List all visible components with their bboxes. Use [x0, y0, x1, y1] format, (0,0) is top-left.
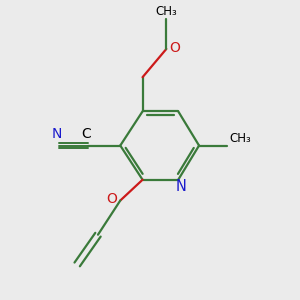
Text: O: O	[169, 41, 180, 56]
Text: N: N	[52, 127, 62, 141]
Text: C: C	[81, 127, 91, 141]
Text: CH₃: CH₃	[155, 5, 177, 18]
Text: CH₃: CH₃	[230, 132, 251, 145]
Text: O: O	[106, 192, 117, 206]
Text: N: N	[176, 179, 187, 194]
